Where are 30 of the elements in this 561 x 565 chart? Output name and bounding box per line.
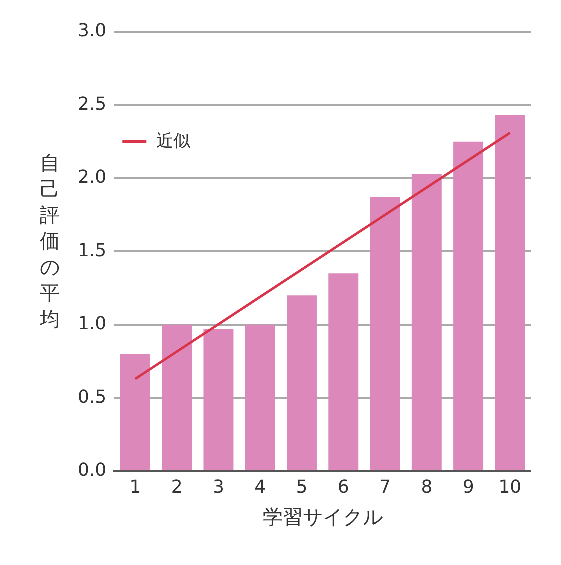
y-tick-label: 3.0 [78,20,107,42]
bar [495,115,526,470]
x-tick-label: 3 [212,476,224,498]
x-tick-label: 7 [380,476,391,498]
x-axis-title: 学習サイクル [262,505,383,530]
x-tick-label: 9 [462,476,474,498]
y-axis-title: 自己評価の平均 [40,150,61,332]
x-tick-label: 4 [254,476,266,498]
x-tick-label: 1 [130,476,142,498]
y-tick-label: 1.0 [78,314,107,335]
bar [245,324,276,470]
bar [287,296,317,470]
x-tick-label: 10 [498,476,522,498]
y-tick-label: 2.5 [78,94,107,115]
bar [454,142,484,470]
y-tick-label: 1.5 [78,240,107,262]
y-tick-label: 0.0 [78,460,107,482]
legend-label: 近似 [156,131,191,152]
x-tick-label: 5 [296,476,308,498]
bar [412,174,442,470]
y-tick-label: 2.0 [78,167,107,188]
bar [370,198,400,470]
x-tick-label: 8 [421,476,433,498]
x-tick-label: 6 [338,476,350,498]
y-tick-label: 0.5 [78,386,107,408]
bar [162,324,192,470]
x-tick-label: 2 [171,476,183,498]
bar [120,354,150,470]
bar [328,274,359,470]
bar [204,329,234,470]
